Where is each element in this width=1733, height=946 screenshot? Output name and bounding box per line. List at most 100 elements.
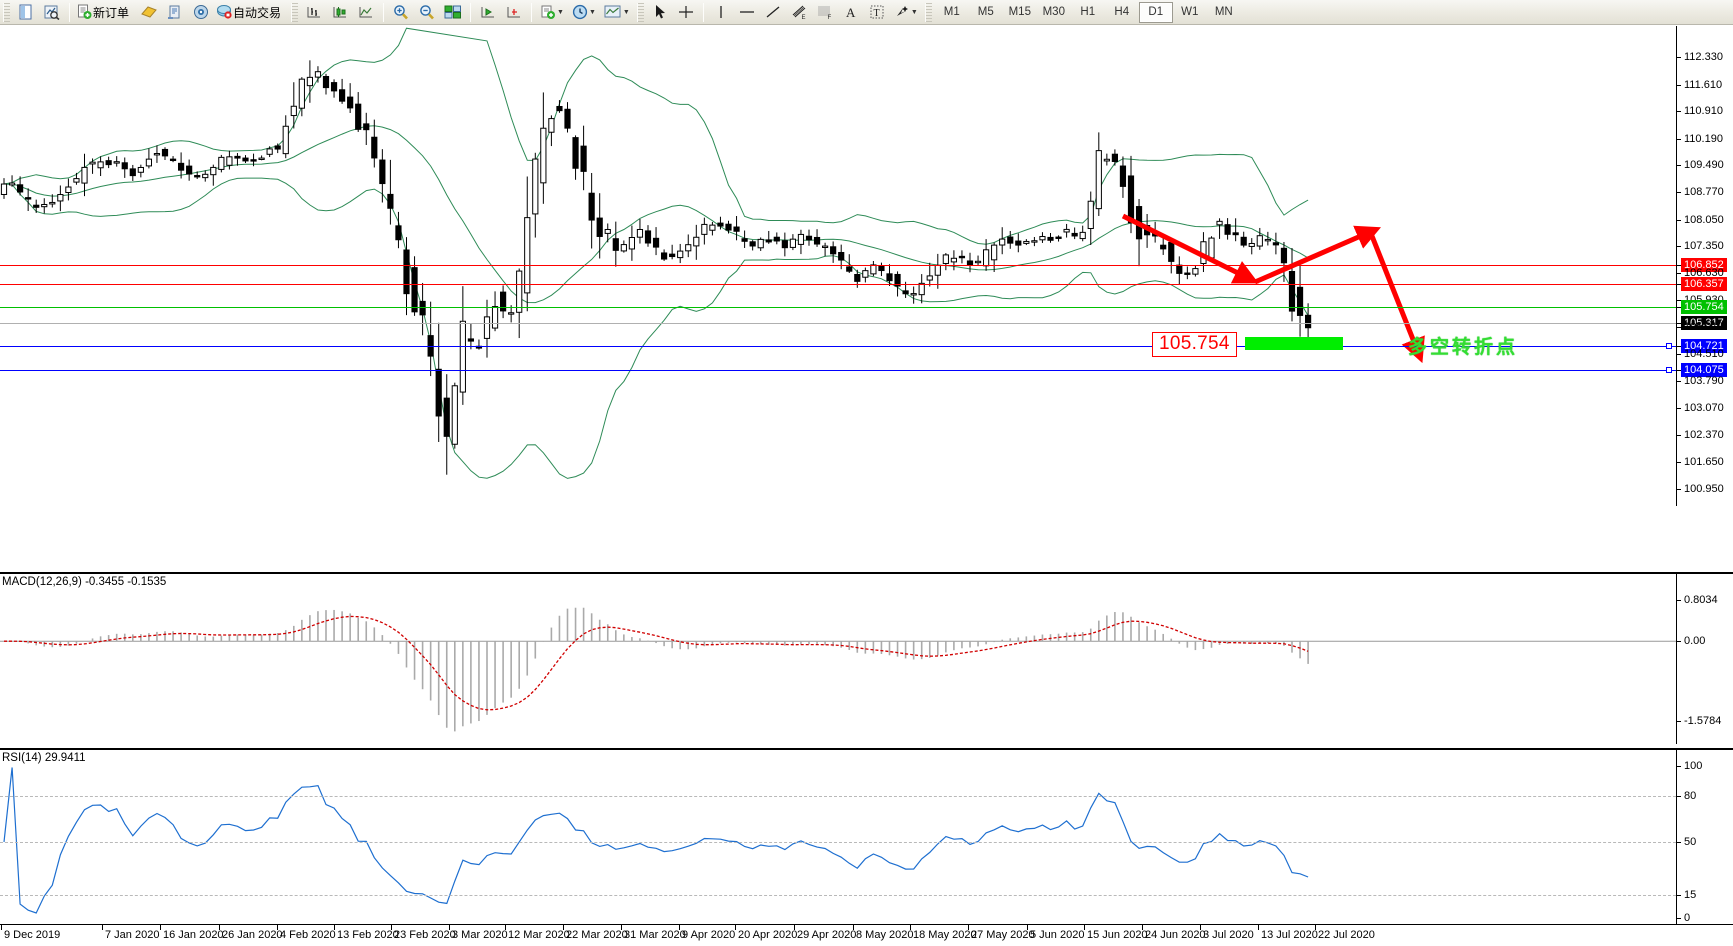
arrows-dropdown-arrow[interactable]: ▼ — [910, 8, 918, 16]
timeframe-h1[interactable]: H1 — [1080, 6, 1096, 18]
vertical-line-icon[interactable] — [708, 1, 734, 23]
indicators-icon[interactable]: ▼ — [536, 1, 568, 23]
crosshair-icon[interactable] — [673, 1, 699, 23]
axis-tick — [1677, 370, 1681, 372]
trend-arrow-2[interactable] — [1254, 225, 1382, 285]
horizontal-line-icon[interactable] — [734, 1, 760, 23]
price-axis-label: 108.050 — [1684, 213, 1724, 226]
fibonacci-icon[interactable]: F — [812, 1, 838, 23]
date-tick — [160, 925, 161, 930]
date-axis[interactable]: 9 Dec 2019 7 Jan 2020 16 Jan 2020 26 Jan 20… — [0, 924, 1733, 946]
date-axis-label: 13 Jul 2020 — [1261, 929, 1318, 941]
level-line-support[interactable] — [0, 345, 1676, 347]
axis-tick — [1677, 219, 1681, 221]
cursor-icon[interactable] — [647, 1, 673, 23]
timeframe-m1[interactable]: M1 — [943, 6, 960, 18]
timeframe-w1[interactable]: W1 — [1181, 6, 1199, 18]
price-axis[interactable]: 112.330 111.610 110.910 110.190 109.490 108.7… — [1676, 26, 1733, 506]
level-line-support[interactable] — [0, 370, 1676, 372]
auto-scroll-icon[interactable] — [475, 1, 501, 23]
zoom-in-icon[interactable] — [388, 1, 414, 23]
zoom-out-icon[interactable] — [414, 1, 440, 23]
date-axis-label: 7 Jan 2020 — [105, 929, 160, 941]
axis-tick — [1677, 488, 1681, 490]
level-line-resistance[interactable] — [0, 265, 1676, 267]
candlestick-series — [0, 60, 1312, 475]
price-annotation-box[interactable]: 105.754 — [1152, 332, 1237, 357]
strategy-tester-icon[interactable] — [136, 1, 162, 23]
toolbar-grip-4[interactable] — [924, 2, 932, 22]
timeframe-d1[interactable]: D1 — [1138, 1, 1173, 23]
candlestick-chart-icon[interactable] — [327, 1, 353, 23]
tile-windows-icon[interactable] — [440, 1, 466, 23]
metaeditor-icon[interactable] — [162, 1, 188, 23]
date-tick — [735, 925, 736, 930]
market-watch-icon[interactable] — [39, 1, 65, 23]
macd-pane[interactable]: MACD(12,26,9) -0.3455 -0.1535 0.8034 0.00… — [0, 572, 1733, 744]
arrows-icon[interactable]: ▼ — [890, 1, 922, 23]
date-axis-label: 20 Apr 2020 — [738, 929, 798, 941]
trend-arrow-3[interactable] — [1369, 235, 1425, 364]
date-axis-label: 8 May 2020 — [856, 929, 914, 941]
date-tick — [334, 925, 335, 930]
price-axis-label: 103.790 — [1684, 375, 1724, 388]
date-tick — [449, 925, 450, 930]
text-icon[interactable]: A — [838, 1, 864, 23]
level-line-current[interactable] — [0, 323, 1676, 325]
date-axis-label: 22 Jul 2020 — [1318, 929, 1375, 941]
axis-tick — [1677, 265, 1681, 267]
pivot-zone-marker[interactable] — [1245, 337, 1343, 350]
macd-label: MACD(12,26,9) -0.3455 -0.1535 — [2, 576, 167, 588]
price-plot-area[interactable] — [0, 26, 1676, 506]
timeframe-m15[interactable]: M15 — [1008, 6, 1031, 18]
bar-chart-icon[interactable] — [301, 1, 327, 23]
new-order-button[interactable]: 新订单 — [74, 1, 136, 23]
rsi-pane[interactable]: RSI(14) 29.9411 100 80 50 15 0 — [0, 748, 1733, 924]
price-axis-label: 104.075 — [1681, 363, 1727, 378]
templates-icon[interactable]: ▼ — [600, 1, 634, 23]
date-axis-label: 22 Mar 2020 — [566, 929, 628, 941]
period-clock-icon[interactable]: ▼ — [568, 1, 600, 23]
autotrading-button[interactable]: 自动交易 — [214, 1, 288, 23]
timeframe-mn[interactable]: MN — [1214, 6, 1233, 18]
toolbar-grip[interactable] — [3, 2, 10, 22]
templates-dropdown-arrow[interactable]: ▼ — [622, 8, 630, 16]
level-line-resistance[interactable] — [0, 283, 1676, 285]
timeframe-h4[interactable]: H4 — [1114, 6, 1130, 18]
trend-arrow-1[interactable] — [1121, 213, 1259, 284]
macd-plot-area[interactable] — [0, 574, 1676, 744]
date-axis-label: 24 Jun 2020 — [1145, 929, 1206, 941]
svg-text:E: E — [801, 15, 805, 20]
toolbar-grip-2[interactable] — [291, 2, 299, 22]
navigator-icon[interactable] — [188, 1, 214, 23]
toolbar-grip-3[interactable] — [636, 2, 644, 22]
indicators-dropdown-arrow[interactable]: ▼ — [557, 8, 564, 16]
toolbar-separator-3 — [470, 2, 472, 22]
period-dropdown-arrow[interactable]: ▼ — [588, 8, 596, 16]
axis-tick — [1677, 721, 1681, 723]
date-tick — [621, 925, 622, 930]
price-axis-label: 110.190 — [1684, 132, 1723, 145]
text-label-icon[interactable]: T — [864, 1, 890, 23]
price-chart-pane[interactable]: 112.330 111.610 110.910 110.190 109.490 108.7… — [0, 26, 1733, 506]
new-chart-icon[interactable] — [13, 1, 39, 23]
axis-tick — [1677, 165, 1681, 167]
equidistant-channel-icon[interactable]: E — [786, 1, 812, 23]
level-handle[interactable] — [1666, 342, 1672, 349]
macd-axis-label: -1.5784 — [1684, 715, 1722, 728]
level-handle[interactable] — [1666, 367, 1672, 374]
date-tick — [1200, 925, 1201, 930]
trendline-icon[interactable] — [760, 1, 786, 23]
timeframe-m5[interactable]: M5 — [977, 6, 994, 18]
new-order-label: 新订单 — [93, 5, 130, 20]
autotrading-label: 自动交易 — [233, 5, 282, 20]
level-line-pivot[interactable] — [0, 306, 1676, 308]
timeframe-m30[interactable]: M30 — [1042, 6, 1065, 18]
line-chart-icon[interactable] — [353, 1, 379, 23]
date-tick — [219, 925, 220, 930]
toolbar-separator-2 — [383, 2, 385, 22]
axis-tick — [1677, 283, 1681, 285]
chart-shift-icon[interactable] — [501, 1, 527, 23]
rsi-plot-area[interactable] — [0, 750, 1676, 924]
